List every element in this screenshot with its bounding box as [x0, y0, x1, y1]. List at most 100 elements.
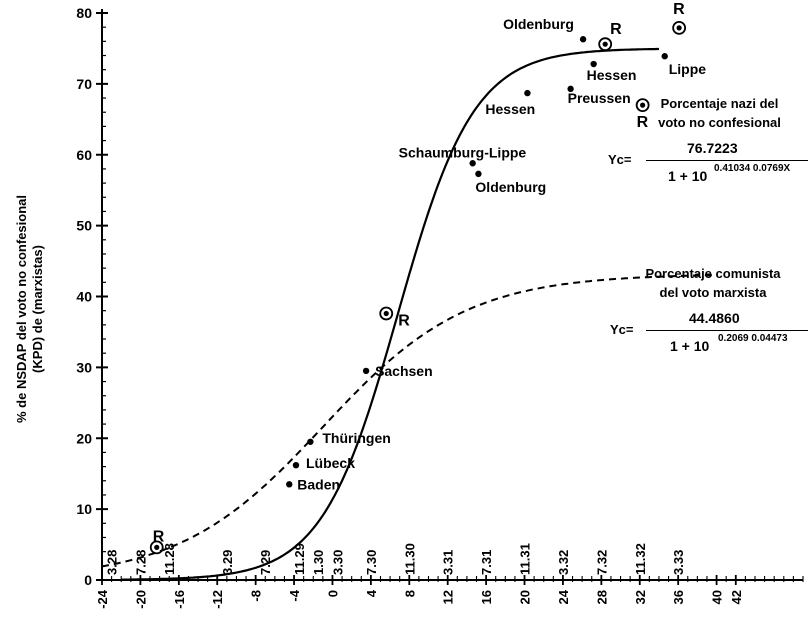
fitted-curves — [101, 47, 717, 581]
x-tick-label: -12 — [210, 590, 225, 609]
y-tick-label: 20 — [76, 430, 92, 446]
reference-point-label: R — [153, 528, 165, 545]
date-label: 11.30 — [402, 543, 417, 575]
date-label: 3.30 — [330, 550, 345, 575]
y-tick-label: 40 — [76, 289, 92, 305]
x-tick-label: 16 — [479, 590, 494, 604]
x-tick-label: 0 — [325, 590, 340, 597]
nazi-heading-line-2: voto no confesional — [658, 115, 781, 130]
date-label: 11.29 — [292, 543, 307, 575]
date-label: 7.28 — [133, 550, 148, 575]
date-label: 7.31 — [479, 550, 494, 575]
communist-heading-line-1: Porcentaje comunista — [645, 266, 781, 281]
date-label: 3.33 — [671, 550, 686, 575]
date-label: 7.29 — [258, 550, 273, 575]
date-label: 3.32 — [556, 550, 571, 575]
reference-point-ring — [635, 98, 650, 113]
communist-equation: Yc= 44.4860 1 + 10 0.2069 0.04473 — [610, 310, 808, 370]
data-points: Baden Lübeck Thüringen Sachsen Schaumburg-Li… — [149, 1, 707, 555]
state-data-point — [567, 85, 574, 93]
date-labels: 3.28 7.28 11.28 3.29 7.29 11.29 1.30 3.30 7.30 11… — [105, 543, 687, 575]
date-label: 3.31 — [441, 550, 456, 575]
y-axis-title-line-2: (KPD) de (marxistas) — [30, 245, 45, 373]
x-tick-label: -8 — [249, 590, 264, 602]
y-tick-label: 10 — [76, 501, 92, 517]
reference-point-center — [676, 25, 682, 31]
x-tick-label: 42 — [729, 590, 744, 604]
x-tick-label: 12 — [441, 590, 456, 604]
x-tick-label: 32 — [633, 590, 648, 604]
state-data-point — [286, 481, 293, 488]
reference-point-ring — [149, 540, 164, 555]
communist-fit-curve — [101, 274, 717, 568]
nazi-equation-numerator: 76.7223 — [687, 140, 738, 156]
date-label: 3.28 — [105, 550, 120, 575]
x-tick-label: -20 — [133, 590, 148, 609]
nazi-heading-line-1: Porcentaje nazi del — [660, 96, 779, 111]
state-data-label: Lübeck — [306, 455, 355, 471]
date-label: 7.30 — [364, 550, 379, 575]
y-tick-label: 0 — [84, 572, 92, 588]
reference-point-ring — [672, 20, 687, 35]
reference-point-label: R — [673, 1, 685, 18]
x-tick-label: -24 — [95, 589, 110, 609]
y-tick-label: 50 — [76, 218, 92, 234]
state-data-point — [661, 53, 668, 60]
y-axis-title-line-1: % de NSDAP del voto no confesional — [14, 195, 29, 424]
nazi-fit-curve — [121, 47, 659, 581]
state-data-label: Sachsen — [375, 363, 433, 379]
nazi-equation: Yc= 76.7223 1 + 10 0.41034 0.0769X — [608, 140, 808, 200]
x-tick-label: 20 — [518, 590, 533, 604]
date-label: 11.31 — [518, 543, 533, 575]
state-data-point — [292, 461, 300, 469]
state-data-label: Lippe — [669, 61, 707, 77]
state-data-label: Baden — [297, 476, 340, 492]
reference-point-center — [383, 310, 389, 317]
state-data-label: Oldenburg — [475, 179, 546, 195]
communist-fraction-bar — [646, 330, 808, 331]
reference-point-center — [154, 544, 160, 550]
reference-point-label: R — [398, 313, 410, 330]
state-data-label: Hessen — [587, 67, 637, 83]
reference-point-ring — [598, 37, 613, 52]
y-tick-label: 30 — [76, 359, 92, 375]
state-data-point — [524, 89, 531, 97]
x-tick-label: -4 — [287, 589, 302, 601]
state-data-point — [579, 36, 587, 43]
state-data-point — [475, 170, 482, 178]
communist-heading-line-2: del voto marxista — [659, 285, 767, 300]
nazi-equation-denominator: 1 + 10 — [668, 168, 708, 184]
x-tick-label: -16 — [172, 590, 187, 609]
state-data-point — [362, 367, 370, 375]
x-tick-label: 8 — [402, 590, 417, 597]
nazi-fraction-bar — [646, 160, 808, 161]
x-tick-label: 24 — [556, 589, 571, 604]
date-label: 11.32 — [633, 543, 648, 575]
reference-point-center — [602, 41, 608, 47]
date-label: 11.28 — [162, 543, 177, 575]
x-tick-label: 4 — [364, 589, 379, 597]
communist-equation-numerator: 44.4860 — [689, 310, 740, 326]
reference-point-ring — [379, 306, 394, 321]
state-data-point — [590, 60, 597, 68]
communist-equation-heading: Porcentaje comunista del voto marxista — [620, 264, 806, 302]
y-tick-label: 60 — [76, 147, 92, 163]
communist-equation-exponent: 0.2069 0.04473 — [718, 333, 788, 344]
x-tick-label: 40 — [710, 590, 725, 604]
reference-point-center — [640, 102, 646, 108]
communist-equation-denominator: 1 + 10 — [670, 338, 710, 354]
communist-equation-lhs: Yc= — [610, 322, 634, 337]
reference-point-label: R — [637, 114, 649, 131]
state-data-label: Oldenburg — [503, 16, 574, 32]
state-data-label: Hessen — [485, 101, 535, 117]
chart-axes: 0 10 20 30 40 50 60 70 80 -24 -20 -16 -12 -8 -4 0 4 8 12 16… — [76, 5, 804, 609]
x-tick-label: 36 — [671, 590, 686, 604]
y-axis-title: % de NSDAP del voto no confesional (KPD)… — [14, 89, 46, 529]
state-data-point — [469, 160, 476, 167]
state-data-point — [307, 438, 314, 445]
y-tick-label: 80 — [76, 5, 92, 21]
date-label: 3.29 — [220, 550, 235, 575]
x-tick-label: 28 — [594, 590, 609, 604]
date-label: 7.32 — [594, 550, 609, 575]
